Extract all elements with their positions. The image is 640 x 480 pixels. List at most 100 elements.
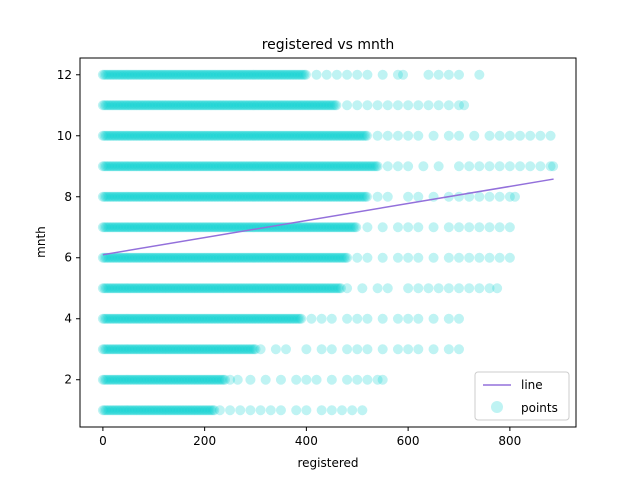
data-point [331,283,342,294]
data-point [100,313,111,324]
data-point [223,283,234,294]
data-point [177,191,188,202]
data-point [183,161,194,172]
data-point [165,252,176,263]
data-point [195,344,206,355]
data-point [274,191,285,202]
data-point [146,69,157,80]
data-point [348,130,359,141]
data-point [180,283,191,294]
data-point [169,252,180,263]
data-point [166,344,177,355]
data-point [215,222,226,233]
data-point [297,222,308,233]
data-point [259,69,270,80]
data-point [178,252,189,263]
data-point [113,130,124,141]
data-point [183,283,194,294]
data-point [171,100,182,111]
data-point [301,374,312,385]
data-point [201,161,212,172]
data-point [125,252,136,263]
data-point [535,130,546,141]
data-point [151,313,162,324]
data-point [328,252,339,263]
data-point [139,191,150,202]
data-point [174,130,185,141]
data-point [335,161,346,172]
data-point [233,100,244,111]
data-point [209,313,220,324]
data-point [97,191,108,202]
data-point [99,130,110,141]
data-point [329,130,340,141]
data-point [107,191,118,202]
data-point [175,130,186,141]
data-point [282,283,293,294]
data-point [276,191,287,202]
data-point [233,161,244,172]
data-point [158,130,169,141]
data-point [175,405,186,416]
data-point [235,252,246,263]
data-point [282,191,293,202]
data-point [248,313,259,324]
data-point [224,313,235,324]
data-point [131,100,142,111]
data-point [215,100,226,111]
data-point [148,405,159,416]
data-point [116,161,127,172]
data-point [168,283,179,294]
data-point [216,222,227,233]
data-point [113,283,124,294]
data-point [268,69,279,80]
data-point [287,252,298,263]
data-point [226,222,237,233]
data-point [169,222,180,233]
data-point [215,191,226,202]
data-point [230,344,241,355]
data-point [261,191,272,202]
data-point [290,130,301,141]
data-point [328,191,339,202]
data-point [453,69,464,80]
data-point [271,69,282,80]
data-point [200,283,211,294]
data-point [253,252,264,263]
data-point [148,69,159,80]
data-point [331,100,342,111]
data-point [226,69,237,80]
data-point [297,100,308,111]
data-point [116,252,127,263]
data-point [290,69,301,80]
data-point [175,100,186,111]
data-point [132,313,143,324]
data-point [484,161,495,172]
data-point [253,130,264,141]
data-point [261,100,272,111]
data-point [273,161,284,172]
data-point [197,313,208,324]
data-point [464,283,475,294]
data-point [484,130,495,141]
data-point [189,161,200,172]
data-point [258,69,269,80]
data-point [326,313,337,324]
data-point [337,252,348,263]
data-point [166,130,177,141]
data-point [212,283,223,294]
data-point [293,191,304,202]
data-point [346,130,357,141]
data-point [229,344,240,355]
data-point [148,191,159,202]
data-point [180,405,191,416]
data-point [216,283,227,294]
data-point [282,252,293,263]
data-point [245,161,256,172]
data-point [175,374,186,385]
data-point [157,252,168,263]
data-point [155,222,166,233]
data-point [322,283,333,294]
data-point [232,283,243,294]
data-point [117,161,128,172]
